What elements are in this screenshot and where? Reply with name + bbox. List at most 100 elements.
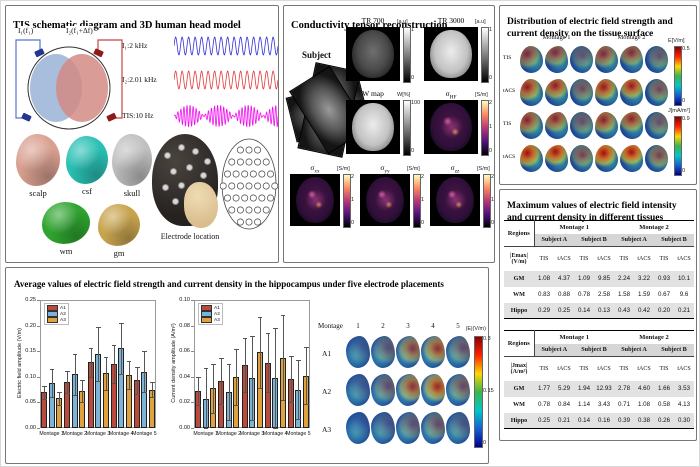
brain-surface-map: [520, 145, 543, 172]
x-tick-label: Montage 3: [239, 431, 265, 437]
electrode-site: [236, 146, 244, 154]
dist-colorbar: [674, 116, 682, 176]
error-cap-top: [257, 316, 263, 318]
electrode-red-top: [93, 48, 104, 58]
error-bar: [82, 380, 83, 402]
condition-cell: tACS: [677, 365, 691, 372]
brain-surface-map: [620, 46, 643, 73]
electrode-site: [249, 194, 257, 202]
error-cap-bottom: [65, 393, 70, 394]
brain-surface-map: [520, 112, 543, 139]
error-bar: [121, 322, 122, 374]
waveforms-group: I₁:2 kHz I₂:2.01 kHz TIS:10 Hz: [6, 6, 280, 146]
distribution-grid: Montage 1 Montage 2 TIS tACS TIS tACS E[V/m] 0.…: [500, 6, 698, 186]
value-cell: 0.43: [614, 302, 634, 319]
map-brain: [296, 177, 334, 223]
electrode-site: [232, 170, 240, 178]
x-tick-label: Montage 5: [132, 431, 157, 437]
electrode-site: [254, 218, 262, 226]
y-tick-label: 0.05: [25, 399, 36, 406]
error-cap-bottom: [111, 382, 117, 384]
y-tick-mark: [191, 325, 194, 327]
y-tick-label: 0.10: [179, 297, 190, 303]
wave-label: TIS:10 Hz: [122, 111, 154, 120]
condition-cell: tACS: [637, 365, 651, 372]
legend-swatch: [201, 311, 212, 317]
condition-cell: TIS: [579, 255, 589, 262]
colorbar-unit: W[%]: [397, 92, 411, 98]
hippocampus-map: [446, 336, 470, 368]
x-tick-label: Montage 1: [39, 431, 64, 437]
error-cap-top: [88, 348, 94, 349]
montage-column-label: Montage 2: [617, 34, 646, 41]
value-cell: 0.88: [557, 291, 571, 298]
electrode-blue-bottom: [21, 112, 32, 122]
cap-electrode-dot: [204, 158, 211, 165]
error-bar: [98, 327, 99, 382]
error-cap-bottom: [80, 401, 85, 403]
colorbar-tick: 0: [411, 148, 415, 154]
table-row-Hippo: Hippo 0.29 0.25 0.14 0.13 0.43 0.42 0.20 0.21: [504, 302, 694, 319]
value-cell: 0.78: [577, 291, 591, 298]
hippo-colorbar-label: |E|(V/m): [466, 326, 486, 332]
map-brain: [430, 103, 472, 151]
hippocampus-map: [346, 412, 370, 444]
field-lobe-right: [56, 54, 108, 122]
emax-table-container: Regions Montage 1 Montage 2 Subject A Subjec…: [504, 220, 694, 319]
tissue-model-skull: [112, 134, 152, 186]
error-cap-top: [96, 327, 101, 328]
brain-surface-map: [595, 79, 618, 106]
legend-label: A2: [60, 311, 66, 317]
value-cell: 0.42: [634, 302, 654, 319]
map-label: TR 3000: [437, 16, 465, 25]
map-colorbar: [403, 27, 411, 83]
y-tick-label: 0.10: [25, 373, 36, 380]
error-bar: [298, 360, 300, 420]
electrode-site: [236, 182, 244, 190]
error-cap-bottom: [234, 404, 239, 406]
tissue-model-scalp: [16, 134, 60, 186]
brain-surface-map: [595, 112, 618, 139]
colorbar-unit: [a.u]: [475, 19, 486, 25]
error-bar: [252, 335, 253, 421]
hippo-colorbar: [474, 336, 483, 448]
brain-surface-map: [645, 79, 668, 106]
error-cap-top: [288, 356, 294, 357]
brain-surface-map: [545, 79, 568, 106]
y-tick-mark: [37, 300, 40, 301]
map-image-1: [424, 27, 478, 81]
value-cell: 0.16: [594, 412, 614, 429]
value-cell: 0.21: [674, 302, 694, 319]
montage-column-label: Montage 1: [542, 34, 571, 41]
y-tick-label: 0.25: [25, 297, 36, 303]
electrode-site: [254, 206, 262, 214]
hippocampus-map: [346, 374, 370, 406]
hippocampus-map: [446, 374, 470, 406]
grid-row-label: A3: [322, 425, 332, 434]
value-cell: 1.09: [574, 270, 594, 287]
error-cap-top: [57, 391, 62, 393]
electrode-red-bottom: [106, 112, 117, 122]
colorbar-tick: 0: [491, 220, 495, 226]
map-colorbar: [413, 174, 421, 228]
cap-electrode-dot: [200, 172, 207, 179]
condition-cell: tACS: [597, 255, 611, 262]
brain-surface-map: [645, 112, 668, 139]
error-cap-bottom: [226, 420, 232, 421]
chart-legend: A1 A2 A3: [198, 303, 223, 325]
value-cell: 1.58: [617, 291, 631, 298]
value-cell: 0.58: [657, 401, 671, 408]
montage-header-cell: Montage 1: [559, 223, 589, 231]
electrode-site: [241, 194, 249, 202]
electrode-site: [262, 158, 270, 166]
region-cell: Hippo: [504, 302, 534, 319]
electrode-site: [262, 206, 270, 214]
hippocampus-map: [346, 336, 370, 368]
colorbar-tick: 2: [421, 174, 425, 180]
error-bar: [244, 338, 246, 393]
electrode-site: [224, 194, 231, 202]
error-cap-bottom: [119, 373, 124, 375]
x-tick-label: Montage 2: [216, 431, 242, 437]
eeg-cap-photo: [152, 134, 220, 228]
electrode-site: [267, 194, 274, 202]
